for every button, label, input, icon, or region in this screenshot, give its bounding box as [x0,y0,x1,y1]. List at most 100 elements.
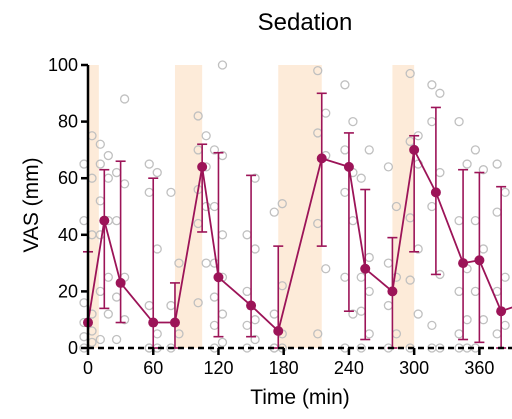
individual-point [193,111,203,121]
individual-point [250,334,260,345]
individual-point [144,159,154,169]
individual-point [340,145,350,155]
y-tick-label: 100 [48,55,78,75]
individual-point [95,334,105,345]
mean-point [360,263,371,274]
individual-point [356,173,366,183]
individual-point [95,139,105,149]
individual-point [111,215,122,226]
individual-point [340,80,350,90]
individual-point [269,207,279,217]
individual-point [383,162,394,172]
individual-point [427,80,437,90]
individual-point [250,315,260,325]
individual-point [478,315,489,325]
individual-point [348,116,358,127]
individual-point [413,309,423,319]
y-tick-label: 80 [58,112,78,132]
x-tick-label: 120 [203,358,233,378]
individual-point [119,179,130,189]
individual-point [103,272,113,282]
individual-point [391,201,402,212]
individual-point [217,60,228,70]
individual-point [405,275,415,285]
y-tick-label: 0 [68,338,78,358]
individual-point [166,187,176,198]
individual-point [492,159,502,169]
individual-point [492,207,502,217]
individual-point [470,286,481,297]
individual-point [103,150,113,161]
x-tick-label: 360 [464,358,494,378]
y-axis-label: VAS (mm) [20,157,43,252]
individual-point [111,292,122,302]
individual-point [321,108,331,118]
y-tick-label: 40 [58,225,78,245]
mean-point [99,215,110,226]
individual-point [152,244,162,254]
individual-point [111,334,122,345]
individual-point [454,215,464,226]
individual-point [454,286,464,297]
mean-point [496,306,507,317]
mean-point [316,153,327,164]
individual-point [500,272,510,282]
individual-point [313,66,323,76]
individual-point [269,309,279,319]
mean-point [409,144,420,155]
individual-point [356,343,366,353]
individual-point [348,215,358,226]
shaded-interval [174,65,203,348]
individual-point [356,272,366,282]
individual-point [242,320,252,331]
mean-point [273,326,284,337]
shaded-interval [392,65,415,348]
individual-point [435,88,445,98]
individual-point [364,145,374,155]
mean-point [458,258,469,269]
individual-point [277,199,287,209]
y-tick-label: 60 [58,168,78,188]
individual-point [103,173,113,183]
mean-point [343,161,354,172]
x-tick-label: 180 [269,358,299,378]
individual-point [217,309,228,319]
mean-point [246,300,257,311]
mean-point [169,317,180,328]
x-tick-label: 300 [399,358,429,378]
mean-markers [83,144,507,337]
mean-point [115,277,126,288]
individual-point [364,286,374,297]
x-tick-label: 0 [83,358,93,378]
axes: 0 20 40 60 80 100 0 60 120 180 240 300 360 [48,55,512,378]
chart-title: Sedation [258,9,353,36]
individual-point [340,272,350,282]
individual-point [313,329,323,339]
individual-point [242,230,252,240]
individual-point [356,306,366,316]
individual-point [111,167,122,178]
individual-point [201,131,211,141]
y-tick-label: 20 [58,281,78,301]
individual-point [193,298,203,308]
individual-point [492,329,502,339]
individual-point [144,300,154,311]
mean-point [213,272,224,283]
individual-point [427,320,437,331]
individual-point [454,116,464,127]
individual-point [470,215,481,226]
individual-point [119,94,130,104]
individual-point [348,309,358,319]
individual-point [435,167,445,178]
individual-point [209,145,220,155]
individual-point [454,329,464,339]
x-tick-label: 60 [143,358,163,378]
individual-point [152,329,162,339]
mean-point [148,317,159,328]
individual-point [201,258,211,268]
individual-point [500,320,510,331]
individual-point [478,244,489,254]
individual-point [340,187,350,198]
individual-point [103,309,113,319]
